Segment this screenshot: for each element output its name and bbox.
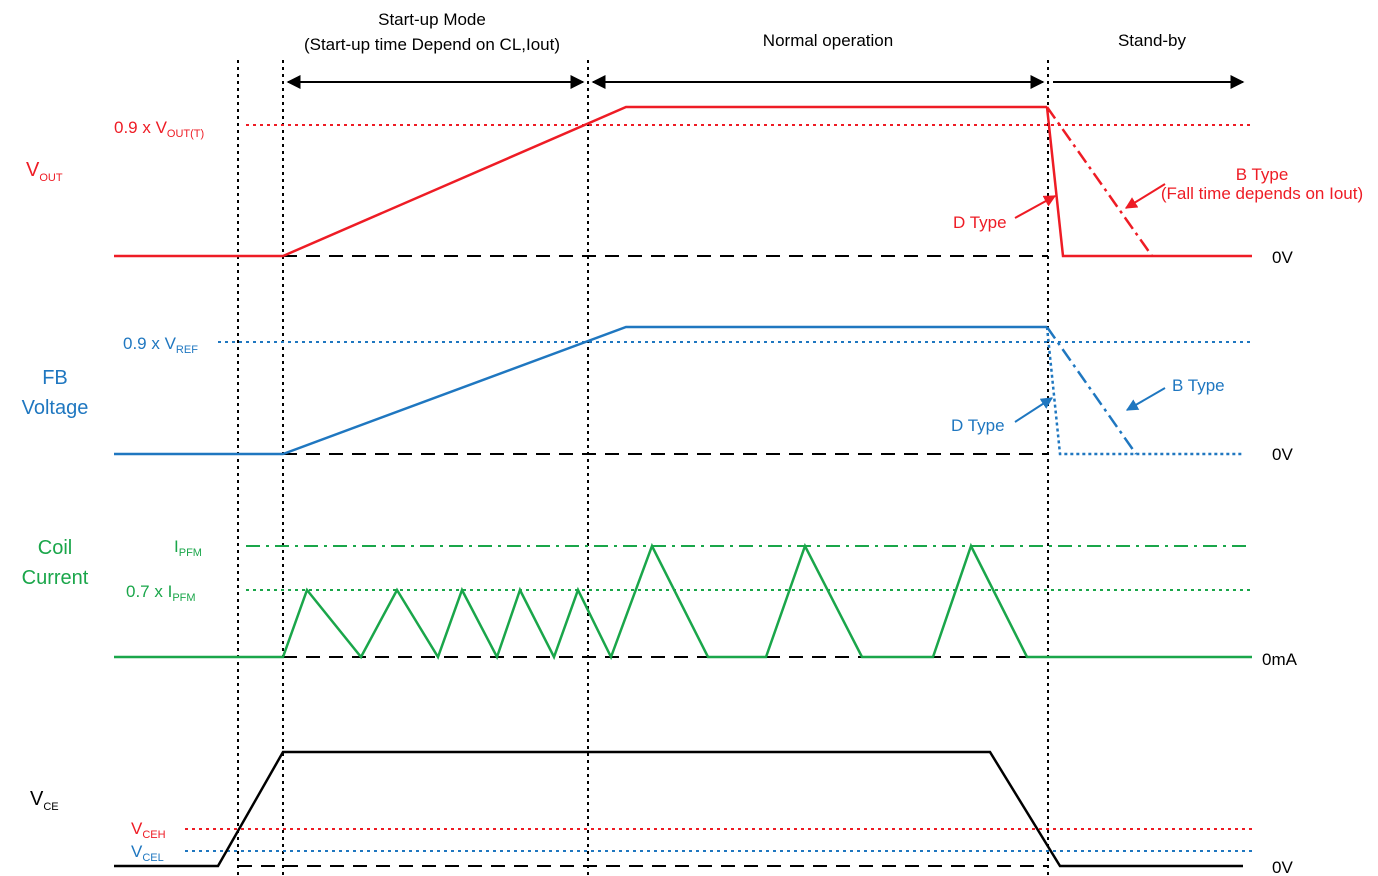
vout-b-type-fall [1045,106,1154,257]
fb-b-type-arrow [1125,387,1166,411]
vout-d-type-label: D Type [953,213,1007,232]
vout-b-type-arrow [1124,183,1166,209]
fb-label-line2: Voltage [22,397,89,419]
fb-section: FB Voltage 0.9 x VREF D Type B Type 0V [22,325,1293,464]
vce-zero-label: 0V [1272,858,1293,876]
vout-b-type-note: (Fall time depends on Iout) [1161,184,1363,203]
vout-section: VOUT 0.9 x VOUT(T) D Type B Type (Fall t… [26,105,1363,267]
fb-zero-label: 0V [1272,445,1293,464]
vceh-label: VCEH [131,819,166,841]
vce-label: VCE [30,788,59,813]
vcel-label: VCEL [131,842,164,864]
coil-label-line2: Current [22,567,89,589]
vout-threshold-label: 0.9 x VOUT(T) [114,118,204,140]
fb-d-type-label: D Type [951,416,1005,435]
vout-label: VOUT [26,159,63,184]
fb-d-type-arrow [1014,397,1054,423]
vout-d-type-fall [1045,106,1252,258]
coil-waveform [114,542,1252,661]
zero-baselines [238,255,1048,867]
fb-d-type-fall [1045,326,1243,456]
coil-label-line1: Coil [38,537,72,559]
coil-section: Coil Current IPFM 0.7 x IPFM 0mA [22,537,1298,669]
standby-title: Stand-by [1118,31,1187,50]
vout-b-type-label: B Type [1236,165,1289,184]
coil-threshold-label: 0.7 x IPFM [126,582,196,604]
startup-title: Start-up Mode [378,10,486,29]
vout-zero-label: 0V [1272,248,1293,267]
vout-d-type-arrow [1014,195,1057,219]
normal-title: Normal operation [763,31,893,50]
vce-waveform [114,750,1243,868]
vce-section: VCE VCEH VCEL 0V [30,750,1293,876]
fb-b-type-label: B Type [1172,376,1225,395]
vout-waveform [114,105,1047,258]
time-markers [237,60,1049,876]
ipfm-label: IPFM [174,537,202,559]
coil-zero-label: 0mA [1262,650,1298,669]
fb-label-line1: FB [42,367,68,389]
fb-waveform [114,325,1047,456]
fb-b-type-fall [1045,326,1138,455]
fb-threshold-label: 0.9 x VREF [123,334,198,356]
startup-subtitle: (Start-up time Depend on CL,Iout) [304,35,560,54]
